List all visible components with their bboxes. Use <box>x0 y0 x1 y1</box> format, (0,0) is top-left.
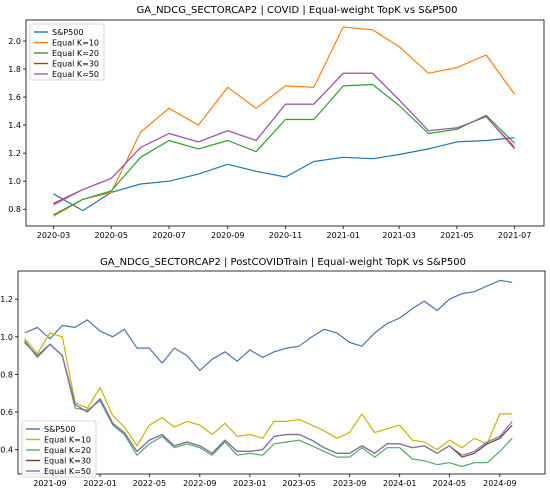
legend-label: Equal K=30 <box>52 60 99 69</box>
y-tick-label: 1.6 <box>8 93 21 102</box>
series-line-equal-k-10 <box>24 332 513 451</box>
legend-frame <box>29 23 105 81</box>
legend-label: Equal K=20 <box>52 49 99 58</box>
x-tick-label: 2021-09 <box>33 479 66 488</box>
y-tick-label: 1.4 <box>8 121 21 130</box>
y-tick-label: 0.8 <box>8 205 21 214</box>
y-tick-label: 2.0 <box>8 37 21 46</box>
x-tick-label: 2022-09 <box>183 479 216 488</box>
x-tick-label: 2023-05 <box>282 479 315 488</box>
x-tick-label: 2020-03 <box>37 231 70 240</box>
y-tick-label: 1.0 <box>8 177 21 186</box>
x-tick-label: 2023-01 <box>233 479 266 488</box>
chart-postcovid: GA_NDCG_SECTORCAP2 | PostCOVIDTrain | Eq… <box>0 257 546 488</box>
x-tick-label: 2024-01 <box>383 479 416 488</box>
x-tick-label: 2020-09 <box>211 231 244 240</box>
y-tick-label: 1.2 <box>8 149 21 158</box>
x-tick-label: 2021-01 <box>327 231 360 240</box>
x-tick-label: 2020-11 <box>269 231 302 240</box>
plot-frame <box>17 270 546 475</box>
series-line-equal-k-50 <box>24 341 513 456</box>
x-tick-label: 2021-07 <box>498 231 531 240</box>
x-tick-label: 2021-05 <box>440 231 473 240</box>
x-tick-label: 2021-03 <box>382 231 415 240</box>
legend-label: S&P500 <box>52 28 83 37</box>
legend-label: Equal K=50 <box>52 70 99 79</box>
x-tick-label: 2020-07 <box>152 231 185 240</box>
x-tick-label: 2022-05 <box>133 479 166 488</box>
y-tick-label: 0.4 <box>0 446 13 455</box>
legend-label: Equal K=30 <box>44 457 91 466</box>
y-tick-label: 1.2 <box>0 295 13 304</box>
chart-title: GA_NDCG_SECTORCAP2 | COVID | Equal-weigh… <box>136 5 457 16</box>
chart-title: GA_NDCG_SECTORCAP2 | PostCOVIDTrain | Eq… <box>100 257 466 268</box>
x-tick-label: 2024-05 <box>433 479 466 488</box>
legend-label: Equal K=50 <box>44 467 91 476</box>
x-tick-label: 2022-01 <box>83 479 116 488</box>
y-tick-label: 0.8 <box>0 370 13 379</box>
series-line-equal-k-20 <box>24 340 513 468</box>
y-tick-label: 1.0 <box>0 333 13 342</box>
x-tick-label: 2023-09 <box>333 479 366 488</box>
legend-label: Equal K=10 <box>44 436 91 445</box>
series-line-s-p500 <box>53 137 515 212</box>
legend-label: S&P500 <box>44 425 75 434</box>
series-line-equal-k-10 <box>53 26 516 217</box>
series-line-s-p500 <box>24 279 513 372</box>
y-tick-label: 0.6 <box>0 408 13 417</box>
series-line-equal-k-20 <box>53 83 516 216</box>
series-line-equal-k-50 <box>53 72 516 206</box>
x-tick-label: 2024-09 <box>483 479 516 488</box>
legend-label: Equal K=20 <box>44 446 91 455</box>
x-tick-label: 2020-05 <box>95 231 128 240</box>
legend-frame <box>21 420 97 478</box>
y-tick-label: 1.8 <box>8 65 21 74</box>
chart-covid: GA_NDCG_SECTORCAP2 | COVID | Equal-weigh… <box>8 5 545 240</box>
legend-label: Equal K=10 <box>52 39 99 48</box>
plot-frame <box>25 19 545 227</box>
